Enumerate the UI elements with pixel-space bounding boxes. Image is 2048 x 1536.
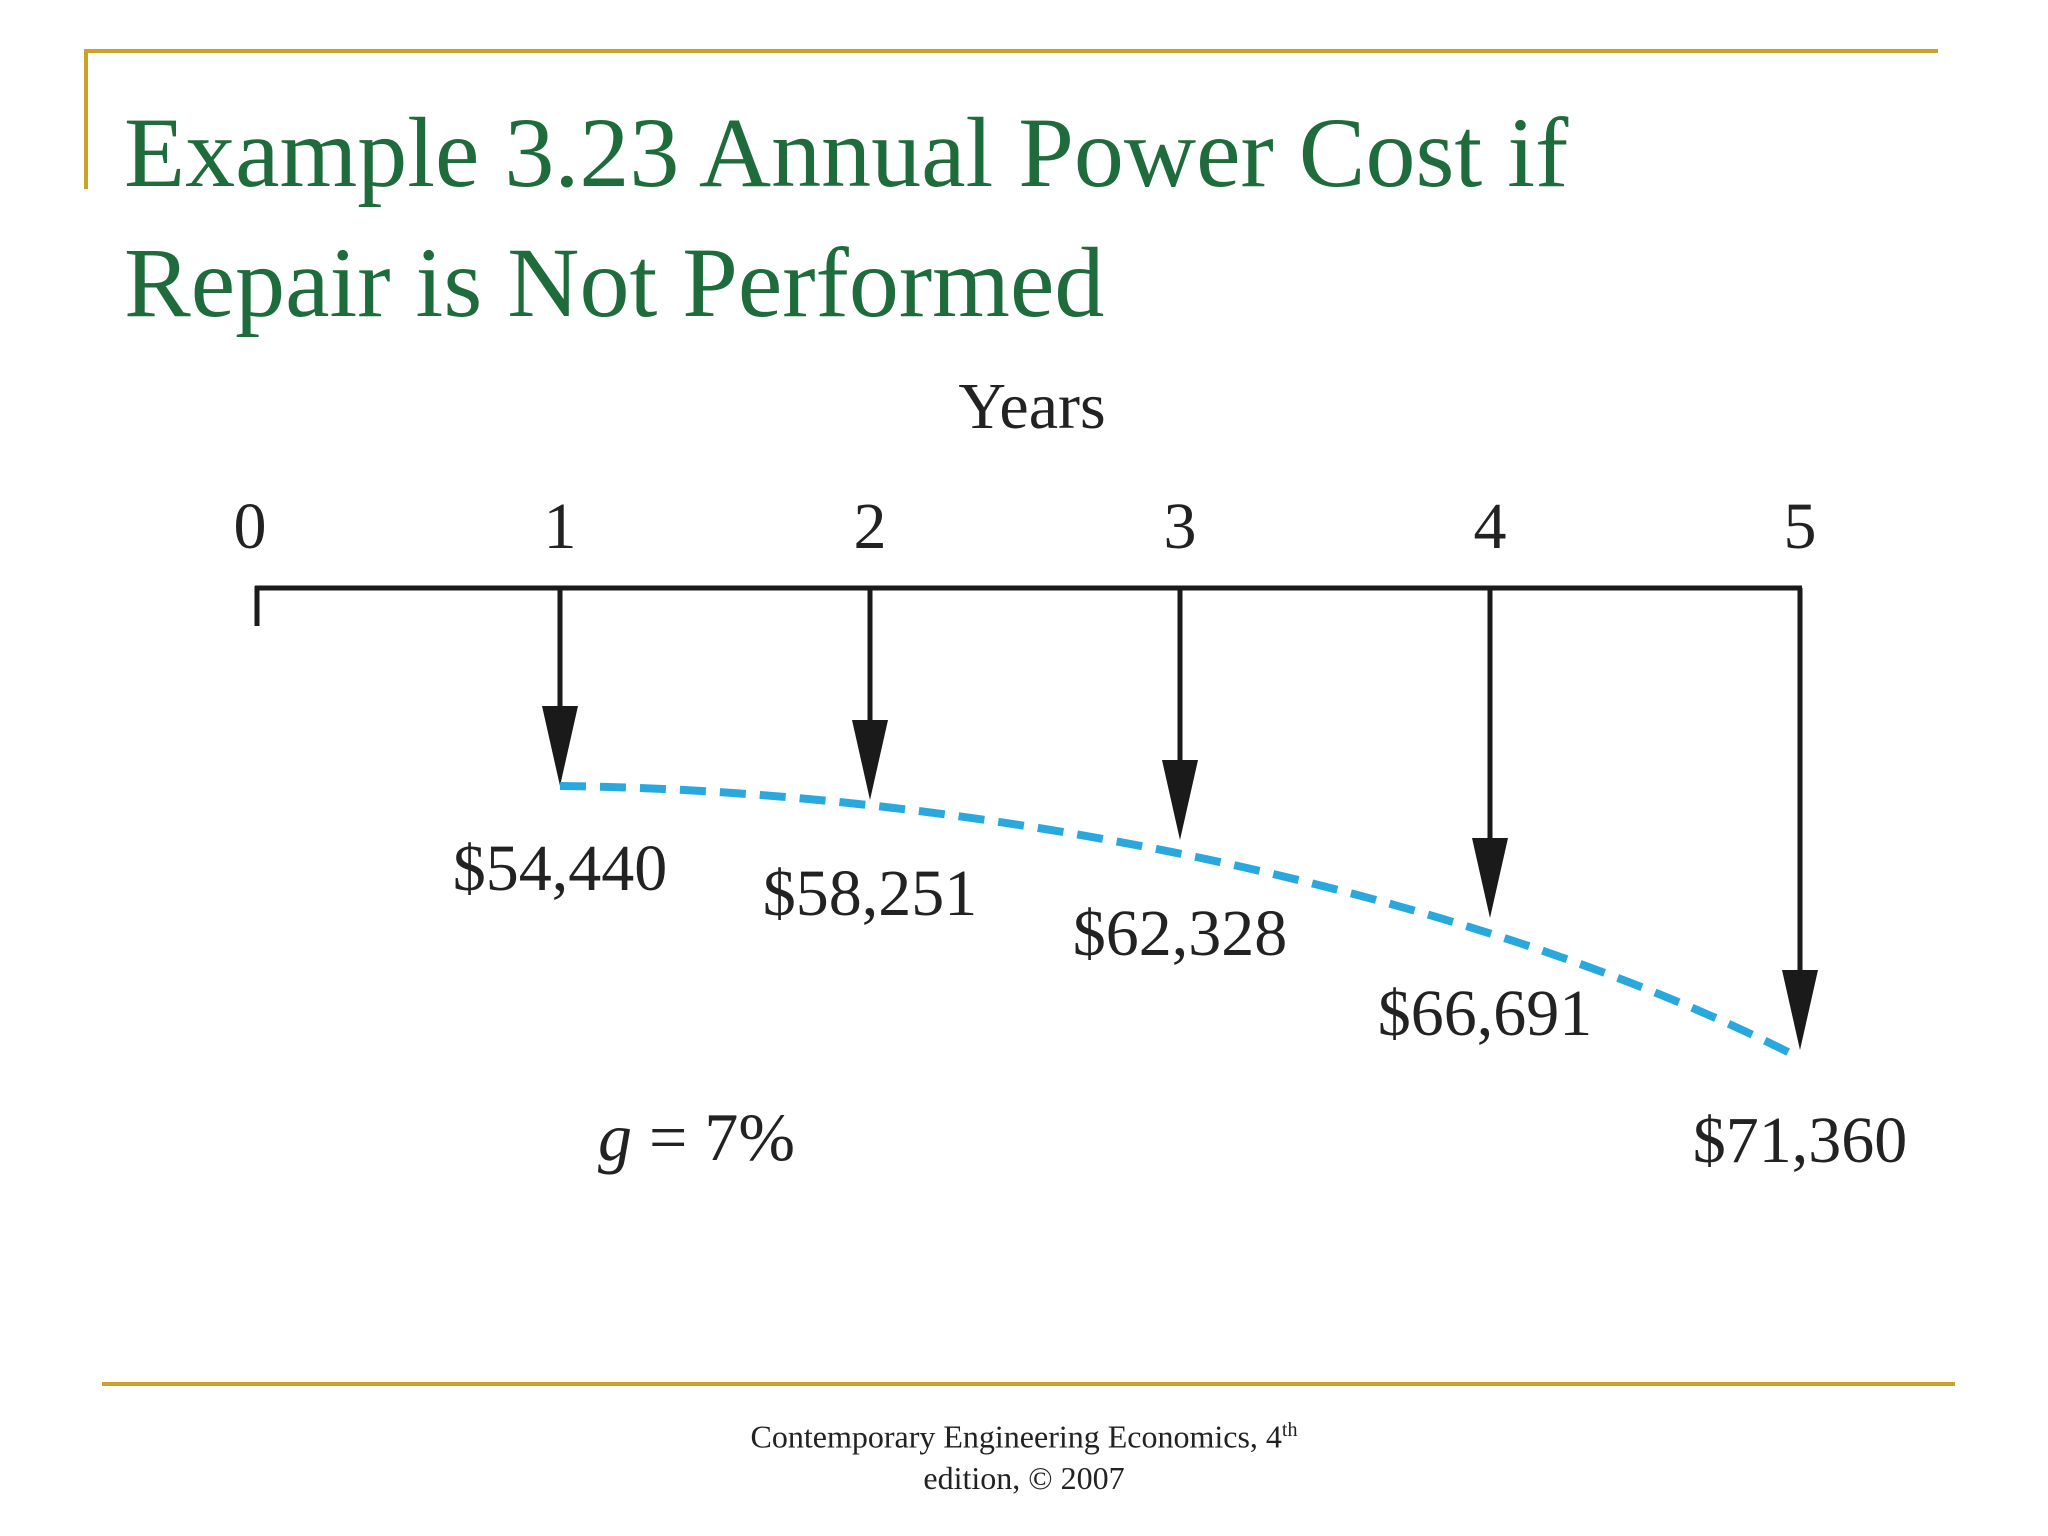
title-line-2: Repair is Not Performed	[124, 227, 1105, 338]
period-labels: 0 1 2 3 4 5	[234, 490, 1817, 563]
footer: Contemporary Engineering Economics, 4th …	[0, 1410, 2048, 1499]
slide-title: Example 3.23 Annual Power Cost if Repair…	[124, 88, 1904, 348]
cash-flow-arrows	[542, 588, 1818, 1050]
growth-rate-label: g = 7%	[598, 1099, 795, 1175]
footer-superscript: th	[1281, 1419, 1298, 1441]
title-line-1: Example 3.23 Annual Power Cost if	[124, 97, 1569, 208]
period-label-0: 0	[234, 490, 267, 563]
cash-flow-label-5: $71,360	[1693, 1104, 1908, 1177]
cash-flow-arrow-1	[542, 588, 578, 786]
period-label-3: 3	[1164, 490, 1197, 563]
growth-rate-value: = 7%	[632, 1099, 795, 1175]
axis-label-years: Years	[958, 370, 1105, 443]
cash-flow-arrow-2	[852, 588, 888, 800]
cash-flow-label-4: $66,691	[1378, 977, 1593, 1050]
cash-flow-labels: $54,440 $58,251 $62,328 $66,691 $71,360	[453, 832, 1908, 1177]
time-axis	[254, 585, 1802, 626]
cash-flow-arrow-5	[1782, 588, 1818, 1050]
side-rule	[84, 49, 88, 189]
period-label-4: 4	[1474, 490, 1507, 563]
cash-flow-label-3: $62,328	[1073, 897, 1288, 970]
period-label-5: 5	[1784, 490, 1817, 563]
top-rule	[84, 49, 1938, 53]
geometric-gradient-curve	[559, 782, 1802, 1062]
cash-flow-label-1: $54,440	[453, 832, 668, 905]
cash-flow-arrow-4	[1472, 588, 1508, 918]
growth-rate-symbol: g	[598, 1099, 632, 1175]
footer-line-2: edition, © 2007	[923, 1459, 1125, 1496]
cash-flow-arrow-3	[1162, 588, 1198, 840]
period-label-1: 1	[544, 490, 577, 563]
cash-flow-label-2: $58,251	[763, 857, 978, 930]
footer-text-1: Contemporary Engineering Economics, 4	[750, 1418, 1282, 1455]
bottom-rule	[102, 1382, 1955, 1386]
footer-line-1: Contemporary Engineering Economics, 4th	[0, 1410, 2048, 1458]
period-label-2: 2	[854, 490, 887, 563]
